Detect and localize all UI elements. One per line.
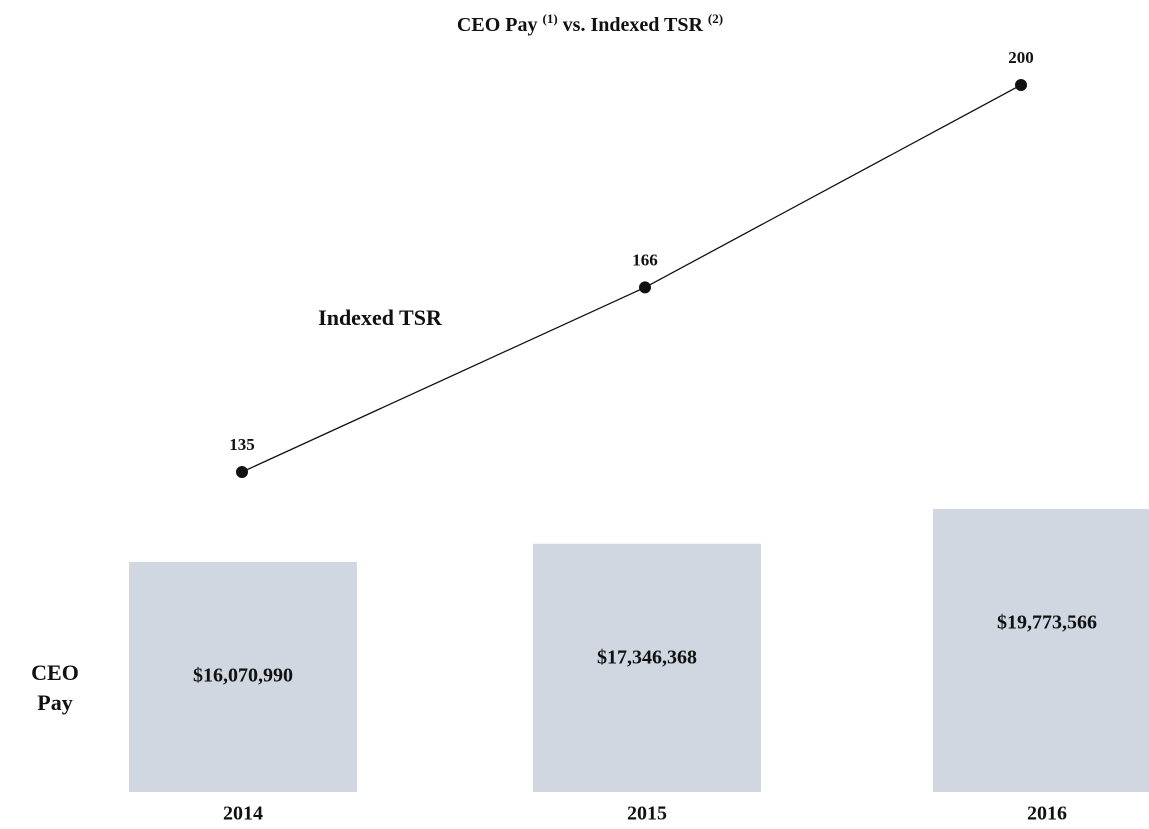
point-label: 200 (1008, 48, 1034, 67)
bar-value-label: $19,773,566 (997, 612, 1097, 634)
x-tick-label: 2014 (223, 803, 263, 825)
bar-value-label: $16,070,990 (193, 665, 293, 687)
series-label: CEO Pay (31, 660, 79, 715)
line-point (639, 281, 651, 294)
series-label: Indexed TSR (318, 305, 443, 330)
bar (129, 561, 357, 792)
line (241, 84, 1022, 473)
series-label-line: CEO (31, 660, 79, 685)
bar-value-label: $17,346,368 (597, 646, 697, 668)
bar (933, 509, 1149, 792)
x-tick-label: 2016 (1027, 803, 1067, 825)
point-label: 166 (632, 250, 658, 269)
point-label: 135 (229, 435, 255, 454)
line-point (1015, 79, 1027, 91)
line-point (236, 466, 248, 478)
chart-title: CEO Pay (1) vs. Indexed TSR (2) (457, 11, 723, 36)
series-label-line: Pay (37, 690, 72, 715)
x-tick-label: 2015 (627, 803, 667, 825)
bar (533, 543, 761, 792)
